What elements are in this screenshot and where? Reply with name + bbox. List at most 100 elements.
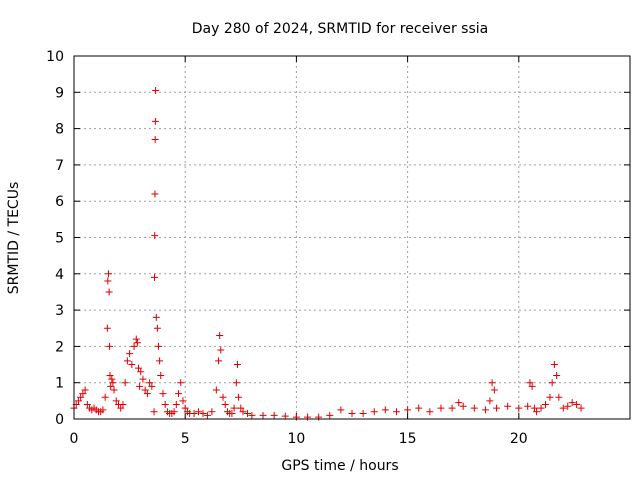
data-point [459, 402, 467, 410]
data-point [359, 410, 367, 418]
data-point [121, 379, 129, 387]
data-point [119, 400, 127, 408]
data-point [103, 324, 111, 332]
plot-frame [73, 55, 631, 420]
data-point [259, 411, 267, 419]
data-point [481, 406, 489, 414]
data-point [533, 408, 541, 416]
data-point [437, 404, 445, 412]
data-point [151, 117, 159, 125]
data-point [348, 410, 356, 418]
data-point [153, 324, 161, 332]
data-point [101, 393, 109, 401]
grid-lines [74, 56, 630, 419]
data-point [195, 408, 203, 416]
data-point [555, 393, 563, 401]
data-point [526, 379, 534, 387]
data-point [139, 375, 147, 383]
data-point [235, 393, 243, 401]
data-point [270, 411, 278, 419]
x-axis-label: GPS time / hours [281, 458, 398, 474]
y-tick-label: 0 [55, 412, 64, 428]
y-tick-label: 8 [55, 122, 64, 138]
data-point [528, 382, 536, 390]
data-point [221, 400, 229, 408]
data-point [208, 408, 216, 416]
data-point [148, 382, 156, 390]
data-point [546, 393, 554, 401]
y-axis-label: SRMTID / TECUs [6, 182, 22, 295]
data-point [486, 397, 494, 405]
axis-ticks [73, 55, 630, 420]
x-tick-label: 10 [287, 431, 305, 447]
data-point [281, 412, 289, 420]
data-point [74, 397, 82, 405]
data-point [232, 379, 240, 387]
data-point [564, 402, 572, 410]
data-point [136, 382, 144, 390]
y-tick-label: 5 [55, 231, 64, 247]
data-point [199, 410, 207, 418]
data-point [212, 386, 220, 394]
data-point [137, 368, 145, 376]
data-point [77, 393, 85, 401]
data-point [239, 408, 247, 416]
data-point [106, 371, 114, 379]
data-point [150, 408, 158, 416]
data-point [573, 400, 581, 408]
data-point [337, 406, 345, 414]
data-point [515, 404, 523, 412]
data-point [151, 135, 159, 143]
data-point [537, 404, 545, 412]
data-point [126, 350, 134, 358]
data-point [146, 379, 154, 387]
data-point [219, 393, 227, 401]
y-tick-label: 7 [55, 158, 64, 174]
data-point [550, 361, 558, 369]
data-point [79, 390, 87, 398]
data-point [203, 411, 211, 419]
data-point [151, 232, 159, 240]
data-point [107, 382, 115, 390]
data-point [326, 411, 334, 419]
data-point [179, 397, 187, 405]
data-point [455, 399, 463, 407]
data-point [151, 190, 159, 198]
data-point [106, 342, 114, 350]
data-point [228, 410, 236, 418]
data-point [470, 404, 478, 412]
data-point [143, 390, 151, 398]
data-point [415, 404, 423, 412]
data-point [315, 413, 323, 421]
data-point [159, 390, 167, 398]
data-point [108, 375, 116, 383]
y-tick-label: 3 [55, 303, 64, 319]
data-point [404, 406, 412, 414]
data-point [215, 357, 223, 365]
data-point [243, 410, 251, 418]
data-point [248, 411, 256, 419]
data-point [133, 339, 141, 347]
data-point [392, 408, 400, 416]
x-tick-label: 20 [510, 431, 528, 447]
data-point [156, 357, 164, 365]
data-point [541, 400, 549, 408]
data-point [553, 371, 561, 379]
data-point [172, 400, 180, 408]
chart-title: Day 280 of 2024, SRMTID for receiver ssi… [192, 21, 488, 37]
data-point [109, 379, 117, 387]
x-tick-label: 15 [399, 431, 417, 447]
data-point [448, 404, 456, 412]
y-tick-label: 9 [55, 85, 64, 101]
data-point [132, 335, 140, 343]
data-point [161, 400, 169, 408]
x-tick-label: 0 [70, 431, 79, 447]
y-tick-label: 6 [55, 194, 64, 210]
data-point [177, 379, 185, 387]
data-point [548, 379, 556, 387]
data-point [230, 404, 238, 412]
data-point [155, 342, 163, 350]
data-point [426, 408, 434, 416]
data-point [152, 86, 160, 94]
